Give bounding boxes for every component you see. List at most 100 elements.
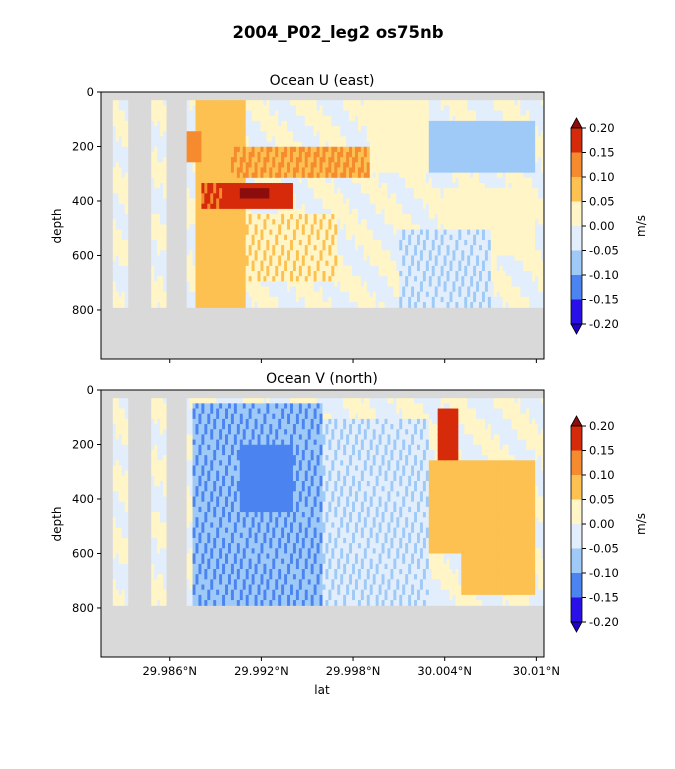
heatmap-cell <box>428 162 433 169</box>
heatmap-cell <box>118 270 123 277</box>
heatmap-cell <box>523 146 527 153</box>
heatmap-cell <box>369 146 374 153</box>
heatmap-cell <box>499 167 504 174</box>
heatmap-cell <box>230 146 235 153</box>
heatmap-cell <box>239 276 244 282</box>
heatmap-cell <box>387 162 392 169</box>
heatmap-cell <box>254 286 259 293</box>
heatmap-cell <box>337 255 341 262</box>
heatmap-cell <box>121 115 126 122</box>
heatmap-cell <box>481 245 486 251</box>
heatmap-cell <box>295 188 300 194</box>
heatmap-cell <box>266 151 270 158</box>
heatmap-cell <box>393 126 397 132</box>
heatmap-cell <box>517 126 521 132</box>
heatmap-cell <box>467 136 471 143</box>
heatmap-cell <box>307 219 312 226</box>
heatmap-cell <box>387 141 392 148</box>
heatmap-cell <box>322 110 327 117</box>
heatmap-cell <box>352 126 356 132</box>
heatmap-cell <box>207 136 211 143</box>
heatmap-cell <box>151 131 155 138</box>
heatmap-cell <box>304 214 309 220</box>
heatmap-cell <box>490 157 495 163</box>
heatmap-cell <box>207 177 211 184</box>
heatmap-cell <box>411 286 415 293</box>
heatmap-cell <box>461 296 465 303</box>
heatmap-cell <box>387 172 392 179</box>
heatmap-cell <box>222 276 226 282</box>
heatmap-cell <box>479 105 483 112</box>
heatmap-cell <box>366 234 371 241</box>
heatmap-cell <box>428 157 433 163</box>
heatmap-cell <box>319 214 324 220</box>
heatmap-cell <box>434 239 439 246</box>
heatmap-cell <box>399 177 403 184</box>
heatmap-cell <box>225 208 229 215</box>
heatmap-cell <box>257 276 262 282</box>
heatmap-cell <box>248 172 253 179</box>
heatmap-cell <box>428 131 433 138</box>
heatmap-cell <box>496 214 501 220</box>
heatmap-cell <box>440 115 445 122</box>
heatmap-cell <box>408 214 412 220</box>
heatmap-cell <box>511 270 516 277</box>
heatmap-cell <box>352 214 356 220</box>
heatmap-cell <box>408 245 412 251</box>
heatmap-cell <box>192 234 197 241</box>
heatmap-cell <box>207 167 211 174</box>
heatmap-cell <box>263 146 267 153</box>
heatmap-cell <box>233 224 238 231</box>
heatmap-cell <box>390 115 394 122</box>
heatmap-cell <box>417 214 421 220</box>
heatmap-cell <box>189 214 194 220</box>
heatmap-cell <box>363 136 368 143</box>
heatmap-cell <box>307 177 312 184</box>
heatmap-cell <box>511 281 516 288</box>
heatmap-cell <box>484 105 489 112</box>
heatmap-cell <box>112 214 117 220</box>
heatmap-cell <box>476 219 480 226</box>
heatmap-cell <box>313 229 318 236</box>
heatmap-cell <box>408 276 412 282</box>
heatmap-cell <box>357 265 362 272</box>
heatmap-cell <box>352 270 356 277</box>
heatmap-cell <box>157 291 161 298</box>
heatmap-cell <box>369 157 374 163</box>
heatmap-cell <box>505 126 510 132</box>
heatmap-cell <box>484 120 489 127</box>
heatmap-cell <box>325 141 330 148</box>
heatmap-cell <box>195 270 200 277</box>
heatmap-cell <box>290 115 294 122</box>
heatmap-cell <box>369 115 374 122</box>
heatmap-cell <box>363 291 368 298</box>
heatmap-cell <box>189 302 194 308</box>
heatmap-cell <box>387 167 392 174</box>
heatmap-cell <box>422 151 427 158</box>
heatmap-cell <box>290 203 294 210</box>
heatmap-cell <box>387 291 392 298</box>
heatmap-cell <box>393 250 397 257</box>
heatmap-cell <box>310 260 315 267</box>
heatmap-cell <box>281 291 285 298</box>
heatmap-cell <box>523 208 527 215</box>
heatmap-cell <box>378 172 383 179</box>
heatmap-cell <box>366 162 371 169</box>
heatmap-cell <box>163 214 167 220</box>
heatmap-cell <box>151 188 155 194</box>
heatmap-cell <box>349 302 353 308</box>
heatmap-cell <box>239 291 244 298</box>
heatmap-cell <box>360 276 365 282</box>
heatmap-cell <box>233 214 238 220</box>
heatmap-cell <box>449 182 454 189</box>
heatmap-cell <box>363 208 368 215</box>
heatmap-cell <box>331 131 335 138</box>
heatmap-cell <box>242 146 247 153</box>
heatmap-cell <box>505 239 510 246</box>
heatmap-cell <box>225 146 229 153</box>
heatmap-cell <box>476 224 480 231</box>
heatmap-cell <box>393 260 397 267</box>
heatmap-cell <box>449 270 454 277</box>
heatmap-cell <box>523 265 527 272</box>
heatmap-cell <box>366 177 371 184</box>
